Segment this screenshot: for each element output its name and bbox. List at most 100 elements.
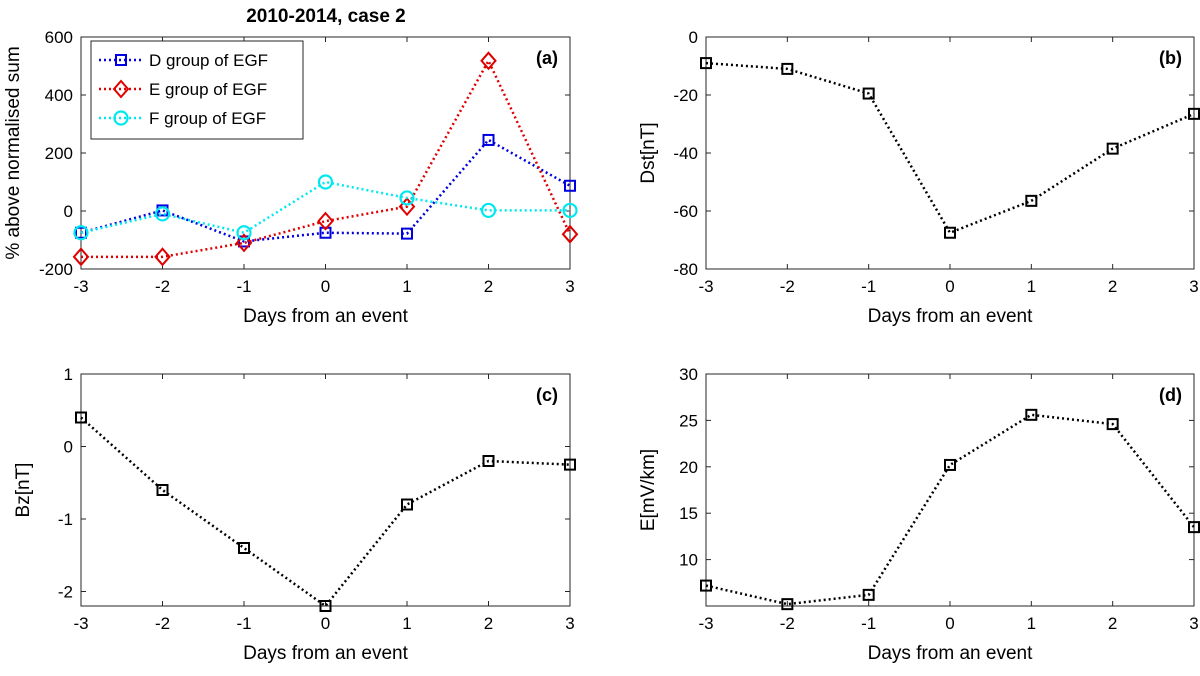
x-tick-label: -2 [155,277,170,296]
data-point [700,579,712,592]
y-tick-label: 200 [45,144,73,163]
x-axis-label: Days from an event [868,643,1033,664]
data-point [480,202,497,219]
y-tick-label: 600 [45,28,73,47]
y-axis-label: % above normalised sum [3,46,24,259]
data-point [317,211,334,231]
panel-label: (d) [1159,385,1182,405]
x-tick-label: -2 [155,614,170,633]
series-line-1 [81,58,572,259]
y-tick-label: 30 [679,365,698,384]
legend-marker [113,110,129,126]
x-tick-label: 0 [321,614,330,633]
x-tick-label: -1 [861,614,876,633]
x-axis-label: Days from an event [868,306,1033,327]
data-point [562,202,578,219]
x-tick-label: 1 [402,277,411,296]
data-point [480,51,497,71]
data-point [482,455,495,467]
x-tick-label: 0 [945,614,954,633]
y-tick-label: 0 [689,28,698,47]
x-axis-label: Days from an event [243,306,408,327]
y-tick-label: -1 [58,510,73,529]
data-point [73,225,89,241]
series-line-0 [80,416,571,608]
panel-label: (c) [536,385,558,405]
x-tick-label: -3 [73,277,88,296]
x-tick-label: 3 [565,277,574,296]
data-point [72,247,90,267]
data-point [700,57,712,70]
y-axis-label: Dst[nT] [638,122,659,183]
data-point [1188,107,1200,120]
data-point [1188,521,1200,534]
data-point [238,542,250,554]
figure-title: 2010-2014, case 2 [246,6,406,27]
data-point [564,179,576,192]
data-point [1025,408,1038,421]
data-point [781,62,794,75]
data-point [1025,194,1038,207]
series-line-2 [80,180,570,235]
y-axis-label: E[mV/km] [638,449,659,531]
data-point [156,484,169,496]
data-point [1106,418,1119,431]
y-tick-label: 20 [679,458,698,477]
x-tick-label: -3 [698,277,713,296]
y-tick-label: -2 [58,583,73,602]
legend-entry: D group of EGF [149,51,268,70]
x-tick-label: -1 [861,277,876,296]
data-point [75,226,87,239]
x-tick-label: 1 [1027,614,1036,633]
data-point [564,458,576,471]
data-point [862,588,875,601]
y-tick-label: 400 [45,86,73,105]
panel-label: (b) [1159,48,1182,68]
y-tick-label: -200 [39,260,73,279]
x-tick-label: -3 [73,614,88,633]
x-tick-label: -1 [236,614,251,633]
series-line-0 [80,138,571,243]
y-tick-label: 0 [64,202,73,221]
data-point [154,247,171,267]
axes-box [705,36,1195,270]
legend-entry: E group of EGF [149,80,267,99]
y-axis-label: Bz[nT] [13,463,34,518]
panel-label: (a) [536,48,558,68]
data-point [482,133,495,146]
axes-box [705,373,1195,607]
y-tick-label: 10 [679,551,698,570]
data-point [401,227,413,240]
y-tick-label: 15 [679,504,698,523]
x-tick-label: 3 [565,614,574,633]
chart-panel-a: -3 -2 -1 0 1 2 3 -200 0 200 400 600 Days from an eve… [3,28,579,327]
y-tick-label: -40 [673,144,698,163]
x-axis-label: Days from an event [243,643,408,664]
x-tick-label: 3 [1189,614,1198,633]
data-point [781,598,794,611]
data-point [317,174,334,190]
x-tick-label: -3 [698,614,713,633]
data-point [862,87,875,100]
chart-panel-b: -3 -2 -1 0 1 2 3 -80 -60 -40 -20 0 Days from an even… [638,28,1200,327]
x-tick-label: -2 [780,277,795,296]
data-point [398,197,416,217]
x-tick-label: 1 [402,614,411,633]
data-point [944,458,956,471]
data-point [154,206,171,222]
x-tick-label: 0 [321,277,330,296]
data-point [235,233,253,253]
series-line-0 [705,413,1195,606]
y-tick-label: 25 [679,411,698,430]
y-tick-label: -60 [673,202,698,221]
y-tick-label: -20 [673,86,698,105]
x-tick-label: 2 [484,277,493,296]
data-point [944,226,956,239]
axes-box [80,373,571,607]
y-tick-label: 0 [64,438,73,457]
data-point [236,225,252,241]
data-point [1106,142,1119,155]
data-point [319,600,332,612]
